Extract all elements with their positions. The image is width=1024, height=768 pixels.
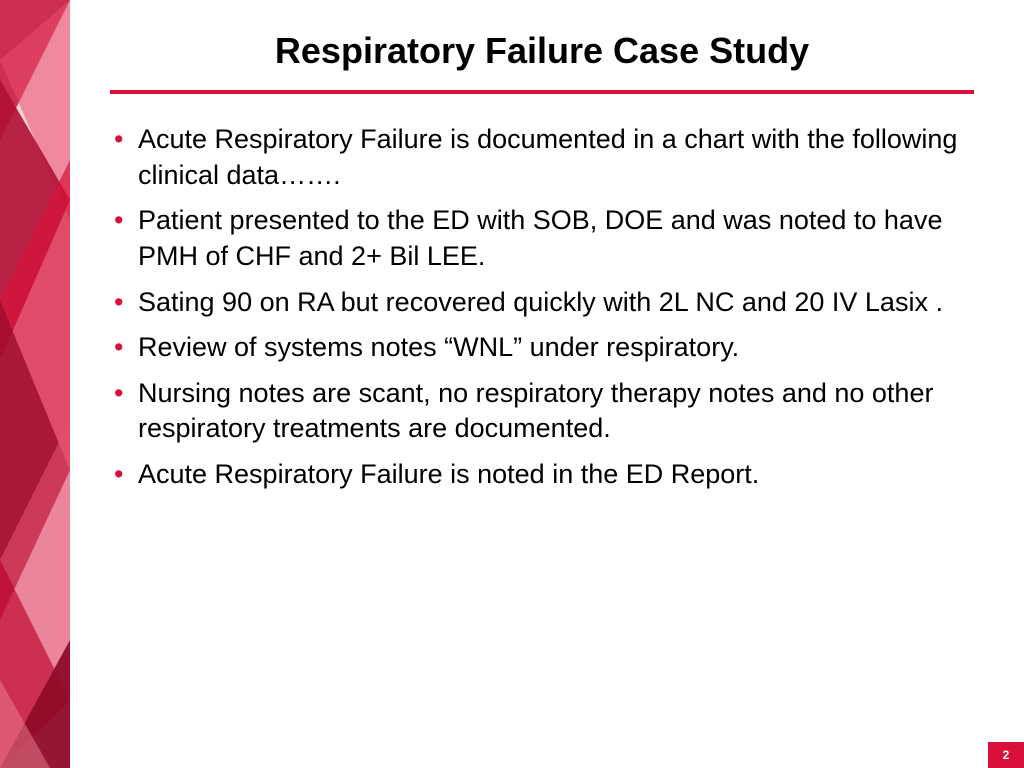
- bullet-item: Acute Respiratory Failure is documented …: [110, 122, 974, 193]
- bullet-list: Acute Respiratory Failure is documented …: [110, 122, 974, 493]
- triangle-pattern-icon: [0, 0, 70, 768]
- slide: Respiratory Failure Case Study Acute Res…: [0, 0, 1024, 768]
- title-underline: [110, 90, 974, 94]
- bullet-item: Sating 90 on RA but recovered quickly wi…: [110, 285, 974, 321]
- slide-title: Respiratory Failure Case Study: [110, 30, 974, 72]
- bullet-item: Patient presented to the ED with SOB, DO…: [110, 203, 974, 274]
- page-number-box: 2: [988, 742, 1024, 768]
- bullet-item: Acute Respiratory Failure is noted in th…: [110, 457, 974, 493]
- bullet-item: Nursing notes are scant, no respiratory …: [110, 376, 974, 447]
- page-number: 2: [1003, 748, 1010, 762]
- decorative-sidebar: [0, 0, 70, 768]
- bullet-item: Review of systems notes “WNL” under resp…: [110, 330, 974, 366]
- content-area: Respiratory Failure Case Study Acute Res…: [70, 0, 1024, 768]
